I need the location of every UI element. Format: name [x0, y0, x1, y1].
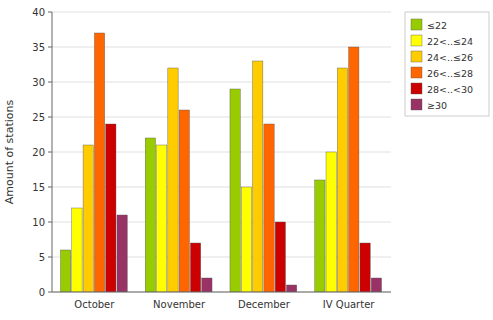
- legend-label: 28<..<30: [427, 84, 473, 95]
- y-tick-label: 15: [32, 182, 45, 193]
- y-tick-label: 20: [32, 147, 45, 158]
- y-tick: [48, 117, 52, 118]
- chart-svg: 0 5 10 15 20 25 30 35 40 October November December I…: [0, 0, 493, 320]
- bar: [168, 68, 178, 292]
- bars: [60, 33, 381, 292]
- legend-frame: [405, 12, 489, 116]
- y-axis-label: Amount of stations: [3, 100, 16, 205]
- y-tick: [48, 152, 52, 153]
- legend-swatch: [411, 99, 422, 110]
- legend-label: ≤22: [427, 20, 447, 31]
- bar: [230, 89, 240, 292]
- bar: [94, 33, 104, 292]
- y-tick: [48, 222, 52, 223]
- y-tick: [48, 257, 52, 258]
- bar: [264, 124, 274, 292]
- y-tick-label: 25: [32, 112, 45, 123]
- y-tick: [48, 82, 52, 83]
- legend-swatch: [411, 51, 422, 62]
- grid-line: [52, 12, 391, 13]
- bar: [315, 180, 325, 292]
- legend-swatch: [411, 19, 422, 30]
- bar: [60, 250, 70, 292]
- bar: [106, 124, 116, 292]
- bar: [360, 243, 370, 292]
- y-tick-label: 40: [32, 7, 45, 18]
- y-axis: 0 5 10 15 20 25 30 35 40: [32, 7, 391, 298]
- y-tick: [48, 187, 52, 188]
- bar: [253, 61, 263, 292]
- legend-swatch: [411, 83, 422, 94]
- y-tick: [48, 12, 52, 13]
- bar: [241, 187, 251, 292]
- bar: [349, 47, 359, 292]
- grid-line: [52, 292, 391, 293]
- bar: [179, 110, 189, 292]
- y-tick-label: 35: [32, 42, 45, 53]
- x-tick-label: November: [153, 299, 206, 310]
- legend-label: 26<..≤28: [427, 68, 473, 79]
- y-tick: [48, 292, 52, 293]
- bar: [83, 145, 93, 292]
- legend: ≤22 22<..≤24 24<..≤26 26<..≤28 28<..<30 ≥30: [405, 12, 489, 116]
- legend-label: 22<..≤24: [427, 36, 473, 47]
- bar: [286, 285, 296, 292]
- legend-label: 24<..≤26: [427, 52, 473, 63]
- chart-container: 0 5 10 15 20 25 30 35 40 October November December I…: [0, 0, 493, 320]
- y-tick-label: 0: [39, 287, 45, 298]
- x-tick-label: IV Quarter: [323, 299, 375, 310]
- bar: [145, 138, 155, 292]
- bar: [190, 243, 200, 292]
- bar: [371, 278, 381, 292]
- legend-swatch: [411, 67, 422, 78]
- bar: [117, 215, 127, 292]
- bar: [275, 222, 285, 292]
- bar: [326, 152, 336, 292]
- y-tick-label: 30: [32, 77, 45, 88]
- x-tick-label: October: [74, 299, 115, 310]
- x-axis-line: [52, 292, 391, 293]
- legend-label: ≥30: [427, 100, 447, 111]
- y-tick-label: 10: [32, 217, 45, 228]
- legend-swatch: [411, 35, 422, 46]
- y-tick-label: 5: [39, 252, 45, 263]
- y-axis-line: [52, 12, 53, 292]
- y-tick: [48, 47, 52, 48]
- bar: [157, 145, 167, 292]
- x-axis: October November December IV Quarter: [74, 299, 375, 310]
- bar: [202, 278, 212, 292]
- bar: [337, 68, 347, 292]
- bar: [72, 208, 82, 292]
- x-tick-label: December: [238, 299, 291, 310]
